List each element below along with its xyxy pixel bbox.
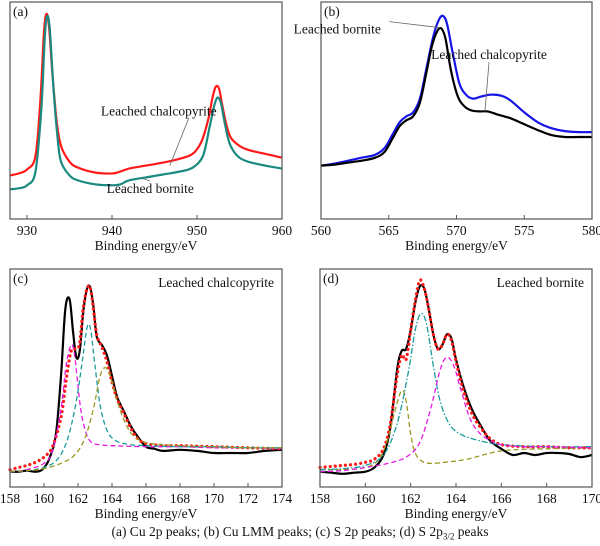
annotation-leached-bornite: Leached bornite	[107, 181, 194, 196]
annotation-leached-bornite: Leached bornite	[294, 22, 381, 37]
annotation-leader-line	[389, 21, 441, 29]
x-axis-title: Binding energy/eV	[95, 238, 198, 253]
panel-label: (a)	[13, 4, 28, 19]
series-leached-bornite	[9, 14, 283, 191]
x-tick-label: 162	[68, 491, 88, 506]
panel-c: 158 160 162 164 166 168 170 172 174 Binding energ…	[0, 268, 293, 521]
x-tick-label: 575	[514, 223, 535, 238]
x-axis-title: Binding energy/eV	[95, 506, 198, 521]
x-tick-label: 960	[272, 223, 293, 238]
x-tick-label: 158	[310, 491, 331, 506]
series-component-3	[319, 356, 593, 473]
x-tick-label: 940	[102, 223, 123, 238]
annotation-leached-bornite: Leached bornite	[497, 275, 584, 290]
caption-suffix: peaks	[454, 524, 489, 539]
x-tick-label: 565	[379, 223, 400, 238]
panel-label: (d)	[323, 271, 339, 286]
annotation-leader-line	[169, 118, 190, 166]
annotation-leader-line	[484, 62, 490, 112]
x-tick-label: 170	[204, 491, 225, 506]
x-tick-label: 172	[238, 491, 258, 506]
series-leached-bornite	[320, 14, 593, 167]
x-tick-label: 174	[272, 491, 293, 506]
x-tick-label: 164	[102, 491, 123, 506]
caption-subscript: 3/2	[442, 531, 455, 542]
x-tick-label: 160	[34, 491, 55, 506]
series-component-1	[319, 389, 593, 471]
series-fitted-envelope	[8, 283, 284, 472]
caption-text: (a) Cu 2p peaks; (b) Cu LMM peaks; (c) S…	[111, 524, 443, 539]
annotation-leached-chalcopyrite: Leached chalcopyrite	[431, 47, 547, 62]
x-tick-label: 166	[136, 491, 157, 506]
series-fitted-envelope	[318, 278, 594, 470]
plot-frame	[9, 1, 283, 220]
series-leached-chalcopyrite	[320, 26, 592, 167]
series-leached-chalcopyrite	[9, 12, 283, 177]
series-component-2	[319, 312, 593, 471]
panel-a: 930 940 950 960 Binding energy/eV (a) Leached …	[9, 1, 293, 253]
x-tick-label: 160	[355, 491, 376, 506]
x-tick-label: 158	[0, 491, 20, 506]
annotation-leader-line	[142, 178, 151, 182]
x-axis-title: Binding energy/eV	[405, 238, 508, 253]
x-tick-label: 166	[491, 491, 512, 506]
x-tick-label: 930	[17, 223, 38, 238]
figure-caption: (a) Cu 2p peaks; (b) Cu LMM peaks; (c) S…	[0, 524, 600, 542]
x-tick-label: 950	[187, 223, 208, 238]
x-tick-label: 162	[401, 491, 421, 506]
panel-d: 158 160 162 164 166 168 170 Binding energy/eV (d…	[310, 268, 600, 521]
panel-label: (c)	[13, 271, 28, 286]
x-tick-label: 560	[311, 223, 332, 238]
x-tick-label: 164	[446, 491, 467, 506]
x-tick-label: 168	[170, 491, 191, 506]
annotation-leached-chalcopyrite: Leached chalcopyrite	[101, 103, 217, 118]
x-tick-label: 570	[446, 223, 467, 238]
series-measured	[319, 284, 593, 475]
plot-frame	[319, 268, 593, 488]
series-component-2	[9, 323, 283, 473]
x-tick-label: 168	[537, 491, 558, 506]
x-axis-title: Binding energy/eV	[405, 506, 508, 521]
x-tick-label: 170	[582, 491, 600, 506]
x-tick-label: 580	[582, 223, 600, 238]
panel-label: (b)	[324, 4, 340, 19]
panel-b: 560 565 570 575 580 Binding energy/eV (b) Leach…	[294, 1, 600, 253]
series-component-3	[9, 367, 283, 473]
series-component-1	[9, 343, 283, 473]
annotation-leached-chalcopyrite: Leached chalcopyrite	[158, 275, 274, 290]
